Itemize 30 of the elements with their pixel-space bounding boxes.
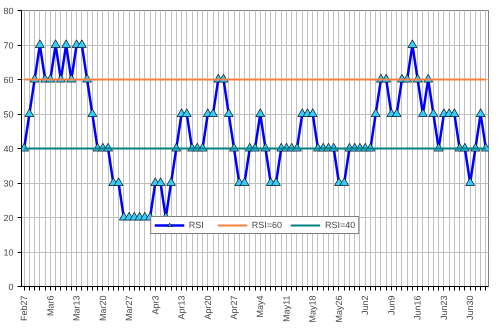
x-tick-label: May26 — [334, 296, 344, 323]
x-tick-label: Jun9 — [386, 295, 396, 316]
x-tick-label: May4 — [255, 295, 266, 318]
x-tick-label: Apr27 — [229, 295, 240, 320]
y-tick-label: 20 — [3, 213, 14, 223]
x-tick-label: May18 — [308, 296, 318, 323]
legend-label: RSI=40 — [325, 220, 356, 230]
x-tick-label: Apr13 — [176, 295, 187, 320]
y-tick-label: 10 — [3, 248, 14, 258]
y-tick-label: 50 — [3, 110, 14, 120]
y-tick-label: 0 — [8, 282, 14, 292]
legend-label: RSI — [188, 220, 205, 230]
y-tick-label: 40 — [3, 144, 14, 154]
x-tick-label: Jun16 — [412, 295, 423, 320]
x-tick-label: Jun30 — [465, 295, 476, 320]
x-tick-label: Feb27 — [19, 295, 30, 322]
x-tick-label: Jun2 — [360, 295, 370, 316]
x-tick-label: Mar6 — [45, 295, 56, 316]
x-tick-label: Mar20 — [98, 295, 108, 322]
x-tick-label: Jun23 — [438, 295, 449, 320]
y-tick-label: 70 — [3, 40, 14, 50]
x-tick-label: Apr3 — [150, 295, 160, 315]
x-tick-label: May11 — [281, 295, 292, 322]
y-tick-label: 80 — [3, 6, 14, 16]
y-tick-label: 60 — [3, 75, 14, 85]
y-tick-label: 30 — [3, 178, 14, 188]
x-tick-label: Mar13 — [72, 295, 82, 322]
x-tick-label: Mar27 — [124, 295, 134, 322]
legend-label: RSI=60 — [252, 220, 282, 230]
x-tick-label: Apr20 — [202, 295, 213, 320]
